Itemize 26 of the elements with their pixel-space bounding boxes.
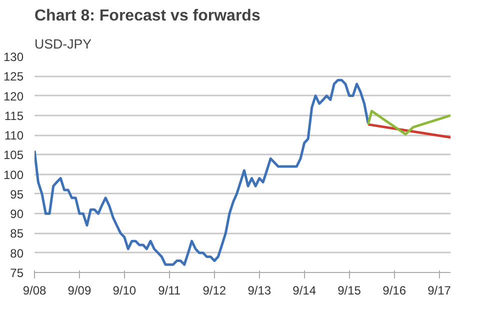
y-tick-label: 130 — [3, 50, 24, 64]
y-tick-label: 110 — [4, 128, 24, 143]
y-tick-label: 85 — [10, 226, 24, 241]
x-tick-label: 9/08 — [22, 284, 47, 298]
x-tick-label: 9/10 — [112, 284, 136, 298]
line-series — [366, 110, 450, 136]
y-axis-title: USD-JPY — [34, 36, 92, 52]
y-tick-label: 100 — [3, 168, 24, 182]
y-tick-label: 90 — [10, 207, 24, 222]
y-tick-label: 105 — [3, 148, 24, 162]
x-tick-label: 9/13 — [248, 284, 272, 298]
x-tick-label: 9/14 — [292, 284, 316, 298]
chart-title: Chart 8: Forecast vs forwards — [34, 8, 260, 24]
x-tick-label: 9/15 — [338, 284, 362, 298]
x-tick-label: 9/11 — [158, 284, 181, 298]
line-series — [34, 78, 370, 266]
y-tick-label: 95 — [10, 187, 24, 202]
x-tick-label: 9/16 — [382, 284, 406, 298]
x-tick-label: 9/12 — [202, 284, 226, 298]
y-tick-label: 120 — [3, 89, 24, 104]
y-tick-label: 115 — [4, 108, 24, 123]
x-tick-label: 9/09 — [68, 284, 92, 298]
y-tick-label: 80 — [10, 246, 24, 260]
y-tick-label: 125 — [3, 70, 24, 84]
x-tick-label: 9/17 — [428, 284, 452, 298]
y-tick-label: 75 — [10, 266, 24, 280]
